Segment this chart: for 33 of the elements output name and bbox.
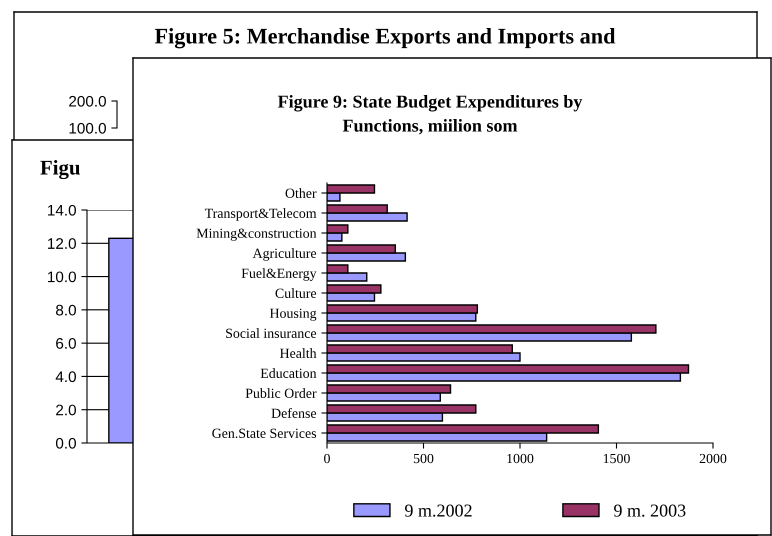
- y-tick-label: Culture: [275, 288, 316, 298]
- y-tick-label: Mining&construction: [196, 228, 316, 241]
- y-tick-label: Health: [280, 348, 316, 358]
- x-tick-label: 0: [324, 454, 330, 464]
- x-tick-label: 2000: [700, 454, 726, 464]
- y-tick-label: 0.0: [56, 438, 76, 449]
- text: 200.0: [69, 96, 106, 107]
- y-tick-label: 8.0: [56, 304, 76, 316]
- text: 100.0: [70, 122, 106, 134]
- y-tick-label: Public Order: [246, 388, 316, 398]
- chart-title: Figure 9: State Budget Expenditures by Functions, miilion som: [278, 95, 582, 134]
- y-tick-label: 14.0: [48, 204, 76, 216]
- y-tick-label: 6.0: [56, 338, 76, 349]
- y-tick-label: Other: [286, 188, 316, 198]
- y-tick-label: Housing: [270, 308, 316, 321]
- y-tick-label: 4.0: [56, 371, 76, 382]
- y-tick-label: Gen.State Services: [212, 428, 316, 438]
- y-tick-label: 2.0: [56, 404, 76, 416]
- chart-title: Figu: [40, 160, 80, 180]
- x-tick-label: 1000: [507, 454, 534, 464]
- y-tick-label: Fuel&Energy: [242, 268, 317, 281]
- legend-label: 9 m. 2003: [614, 504, 686, 517]
- y-tick-label: Transport&Telecom: [204, 208, 316, 221]
- y-tick-label: Social insurance: [226, 328, 316, 338]
- y-tick-label: 10.0: [48, 271, 76, 282]
- y-tick-label: Education: [260, 368, 316, 378]
- legend-label: 9 m.2002: [404, 504, 472, 517]
- text: Figure 5: Merchandise Exports and Imports and: [154, 28, 616, 48]
- y-tick-label: Agriculture: [252, 248, 316, 261]
- x-tick-label: 1500: [604, 454, 630, 464]
- y-tick-label: 12.0: [48, 238, 76, 249]
- y-tick-label: Defense: [271, 408, 316, 418]
- x-tick-label: 500: [414, 454, 434, 464]
